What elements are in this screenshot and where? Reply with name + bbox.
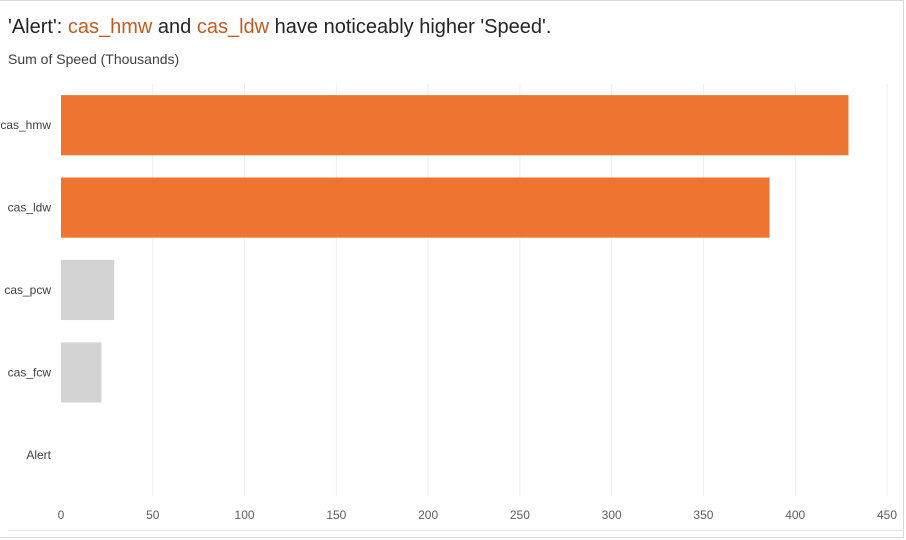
bar: [61, 95, 849, 156]
x-tick-label: 0: [58, 508, 65, 522]
bottom-divider: [8, 530, 904, 531]
bar: [61, 259, 115, 321]
x-tick-label: 250: [510, 508, 530, 522]
y-category-label: cas_pcw: [4, 283, 51, 297]
x-tick-label: 350: [693, 508, 713, 522]
chart-title: 'Alert': cas_hmw and cas_ldw have notice…: [8, 16, 551, 39]
x-tick-label: 200: [418, 508, 438, 522]
x-tick-label: 400: [785, 508, 805, 522]
x-tick-label: 50: [146, 508, 160, 522]
x-tick-label: 150: [326, 508, 346, 522]
title-text-3: have noticeably higher 'Speed'.: [269, 16, 552, 38]
y-category-label: Alert: [26, 448, 51, 462]
title-highlight-2: cas_ldw: [196, 16, 270, 38]
title-text-1: 'Alert':: [8, 16, 68, 38]
x-tick-label: 100: [235, 508, 255, 522]
bar: [61, 342, 102, 403]
chart-subtitle: Sum of Speed (Thousands): [8, 51, 180, 67]
x-tick-label: 300: [602, 508, 622, 522]
title-highlight-1: cas_hmw: [67, 16, 153, 38]
y-category-label: cas_ldw: [8, 201, 52, 215]
title-text-2: and: [152, 16, 197, 38]
x-tick-label: 450: [877, 508, 897, 522]
y-category-label: cas_fcw: [8, 365, 52, 379]
y-category-label: cas_hmw: [0, 118, 51, 132]
bar: [61, 177, 770, 238]
